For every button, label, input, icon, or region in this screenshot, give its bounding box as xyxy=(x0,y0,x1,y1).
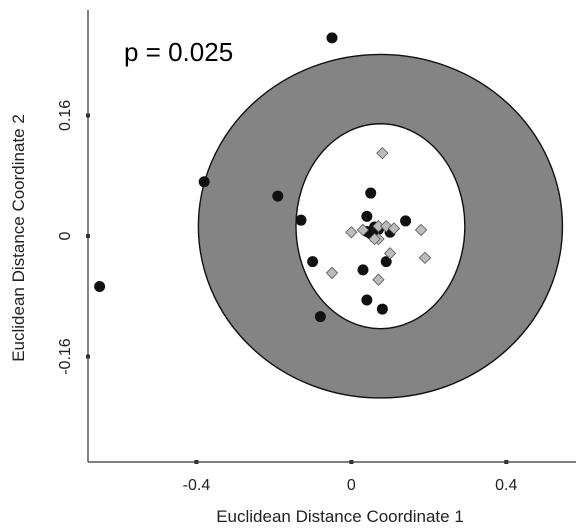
y-tick-mark xyxy=(86,234,90,238)
diamond-point xyxy=(383,247,397,260)
diamond-point xyxy=(325,266,339,280)
circle-point xyxy=(365,187,377,199)
circle-point xyxy=(307,256,319,268)
y-tick-mark xyxy=(86,354,90,359)
circle-point xyxy=(357,264,369,276)
point-layer xyxy=(94,32,432,323)
x-tick-mark xyxy=(504,460,509,464)
circle-point xyxy=(198,176,210,188)
y-tick-label: 0 xyxy=(57,231,74,240)
circle-point xyxy=(94,280,106,292)
diamond-point xyxy=(345,226,358,239)
diamond-point xyxy=(372,273,385,286)
circle-point xyxy=(326,32,338,44)
circle-point xyxy=(314,311,326,323)
y-axis-title: Euclidean Distance Coordinate 2 xyxy=(9,114,28,362)
circle-point xyxy=(295,214,307,226)
y-tick-label: 0.16 xyxy=(57,100,74,131)
circle-point xyxy=(361,294,373,306)
x-tick-label: 0 xyxy=(347,477,356,494)
p-value-annotation: p = 0.025 xyxy=(124,37,233,67)
tick-layer: -0.4 0 0.4 -0.16 0 0.16 xyxy=(57,100,517,494)
diamond-point xyxy=(414,223,428,237)
y-tick-label: -0.16 xyxy=(57,338,74,375)
x-tick-mark xyxy=(349,460,354,464)
x-tick-label: 0.4 xyxy=(495,477,517,494)
x-tick-mark xyxy=(194,460,199,464)
diamond-point xyxy=(376,146,389,160)
diamond-point xyxy=(387,222,401,235)
y-tick-mark xyxy=(86,113,90,118)
circle-point xyxy=(361,210,373,222)
x-axis-title: Euclidean Distance Coordinate 1 xyxy=(216,507,464,526)
diamond-point xyxy=(368,232,381,246)
circle-point xyxy=(272,190,284,202)
diamond-point xyxy=(418,251,432,265)
x-tick-label: -0.4 xyxy=(183,477,211,494)
circle-point xyxy=(400,215,412,227)
circle-point xyxy=(376,303,388,315)
circle-point xyxy=(380,256,392,268)
diamond-point xyxy=(356,223,370,237)
